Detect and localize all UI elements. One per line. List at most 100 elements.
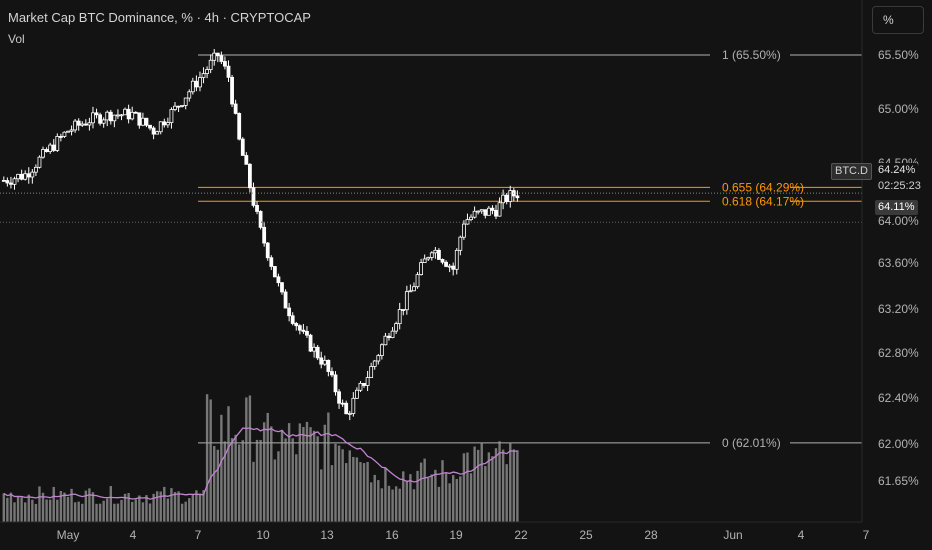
volume-bar bbox=[34, 503, 38, 522]
volume-bar bbox=[287, 423, 291, 522]
candle-body bbox=[437, 249, 441, 260]
candle-body bbox=[397, 309, 402, 325]
volume-bar bbox=[141, 502, 145, 522]
candle-body bbox=[91, 112, 95, 124]
candle-body bbox=[101, 119, 106, 124]
candle-body bbox=[305, 330, 309, 336]
volume-bar bbox=[173, 492, 177, 522]
volume-bar bbox=[469, 473, 473, 522]
volume-bar bbox=[394, 486, 398, 522]
volume-bar bbox=[52, 486, 55, 522]
volume-bar bbox=[323, 424, 326, 522]
volume-bar bbox=[131, 501, 134, 522]
volume-bar bbox=[291, 438, 294, 522]
candle-body bbox=[226, 65, 231, 78]
volume-bar bbox=[177, 491, 180, 522]
volume-bar bbox=[241, 440, 244, 522]
volume-bar bbox=[427, 477, 430, 522]
candle-body bbox=[55, 136, 60, 151]
candle-body bbox=[394, 323, 399, 332]
volume-bar bbox=[266, 412, 269, 522]
volume-bar bbox=[84, 490, 88, 522]
volume-bar bbox=[205, 394, 209, 522]
volume-bar bbox=[262, 422, 266, 522]
time-tick-label: 13 bbox=[320, 528, 334, 542]
candle-body bbox=[440, 259, 445, 263]
volume-bar bbox=[280, 429, 284, 522]
volume-bar bbox=[480, 442, 483, 522]
candle-body bbox=[376, 355, 381, 362]
volume-bar bbox=[359, 462, 362, 522]
candle-body bbox=[34, 166, 38, 173]
candle-body bbox=[344, 402, 349, 415]
candle-body bbox=[461, 223, 466, 238]
volume-bar bbox=[341, 449, 344, 522]
volume-bar bbox=[252, 461, 255, 522]
volume-bar bbox=[98, 503, 102, 522]
candle-body bbox=[326, 359, 331, 372]
candle-body bbox=[16, 173, 20, 180]
volume-bar bbox=[152, 493, 155, 522]
volume-bar bbox=[459, 476, 462, 522]
candle-body bbox=[401, 309, 406, 311]
candle-body bbox=[312, 346, 317, 352]
volume-bar bbox=[56, 499, 59, 522]
candle-body bbox=[30, 171, 35, 178]
candle-body bbox=[426, 257, 431, 260]
candle-body bbox=[123, 108, 127, 116]
percent-scale-button[interactable]: % bbox=[872, 6, 924, 34]
candle-body bbox=[265, 242, 270, 259]
candle-body bbox=[490, 207, 495, 211]
second-price-label: 64.11% bbox=[875, 200, 918, 215]
candle-body bbox=[486, 207, 491, 216]
volume-bar bbox=[45, 499, 48, 522]
candle-body bbox=[365, 377, 370, 386]
volume-bar bbox=[20, 497, 23, 522]
candle-body bbox=[58, 136, 63, 138]
fib-retracement[interactable]: 1 (65.50%) 0.655 (64.29%)0.618 (64.17%) 0 … bbox=[198, 48, 862, 450]
candle-body bbox=[237, 113, 242, 140]
volume-bar bbox=[305, 421, 309, 522]
volume-bar bbox=[148, 503, 152, 522]
candle-body bbox=[137, 112, 142, 126]
candle-body bbox=[362, 382, 366, 386]
candle-body bbox=[422, 258, 427, 263]
candle-body bbox=[26, 173, 31, 178]
volume-bar bbox=[473, 446, 476, 522]
volume-bar bbox=[134, 499, 137, 522]
candle-body bbox=[369, 366, 374, 378]
candle-body bbox=[447, 265, 452, 268]
volume-bar bbox=[387, 485, 391, 522]
volume-bar bbox=[63, 492, 66, 522]
candle-body bbox=[201, 73, 206, 78]
volume-bar bbox=[202, 490, 205, 522]
candle-body bbox=[458, 236, 463, 251]
candle-body bbox=[105, 111, 110, 121]
time-axis[interactable]: May 4 7 10 13 16 19 22 25 28 Jun 4 7 bbox=[0, 521, 870, 542]
volume-bar bbox=[494, 448, 498, 522]
volume-bar bbox=[213, 445, 216, 522]
volume-bar bbox=[366, 461, 369, 522]
volume-bar bbox=[255, 439, 259, 522]
candle-body bbox=[358, 382, 363, 391]
volume-indicator-label[interactable]: Vol bbox=[8, 32, 25, 46]
volume-bar bbox=[41, 492, 45, 522]
candle-body bbox=[297, 325, 302, 331]
volume-bar bbox=[501, 449, 505, 522]
volume-bar bbox=[227, 406, 230, 522]
volume-bar bbox=[120, 499, 123, 522]
volume-bar bbox=[298, 423, 302, 522]
volume-bar bbox=[498, 441, 501, 522]
volume-bar bbox=[405, 480, 409, 522]
candle-body bbox=[230, 76, 234, 105]
candle-body bbox=[98, 114, 102, 124]
candle-body bbox=[383, 335, 388, 346]
volume-bar bbox=[180, 503, 184, 522]
candle-body bbox=[187, 91, 192, 99]
candle-body bbox=[119, 114, 124, 117]
volume-bar bbox=[348, 450, 351, 522]
candle-body bbox=[183, 97, 188, 106]
volume-bar bbox=[512, 449, 516, 522]
price-axis[interactable]: 65.50%65.00%64.50%64.00%63.60%63.20%62.8… bbox=[861, 0, 919, 522]
